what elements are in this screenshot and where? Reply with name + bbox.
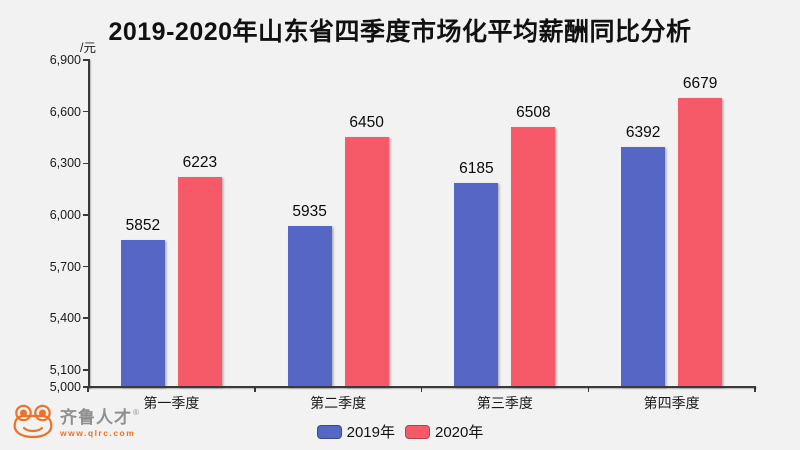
x-axis-category-label: 第三季度	[476, 395, 533, 411]
y-axis-tick	[83, 386, 88, 388]
bar-value-label: 6508	[516, 104, 551, 122]
bar-value-label: 5852	[125, 217, 161, 235]
y-axis-tick-label: 5,700	[49, 259, 81, 274]
x-axis-tick	[754, 387, 756, 392]
y-axis-tick	[83, 110, 88, 113]
legend-swatch	[405, 424, 430, 439]
legend-swatch	[316, 424, 342, 439]
x-axis-tick	[420, 387, 423, 392]
y-axis-tick-label: 6,000	[49, 207, 81, 222]
bar-value-label: 6223	[182, 153, 218, 171]
x-axis-tick	[587, 387, 589, 392]
y-axis-tick-label: 5,000	[49, 380, 81, 394]
y-axis-tick	[83, 317, 88, 319]
legend-item-2020年: 2020年	[405, 421, 483, 442]
y-axis-line	[88, 59, 90, 388]
y-axis-tick-label: 6,600	[49, 104, 81, 119]
chart-legend: 2019年 2020年	[0, 421, 800, 442]
bar-2019年-第三季度	[454, 183, 499, 387]
bar-2019年-第二季度	[287, 226, 332, 387]
x-axis-category-label: 第一季度	[143, 395, 200, 411]
y-axis-tick	[83, 369, 88, 371]
x-axis-category-label: 第四季度	[643, 395, 700, 411]
legend-label: 2019年	[346, 424, 395, 441]
bar-value-label: 5935	[292, 203, 327, 221]
y-axis-tick-label: 6,900	[49, 53, 81, 67]
bar-2020年-第四季度	[678, 98, 723, 387]
y-axis-unit-label: /元	[80, 41, 96, 55]
bar-2019年-第四季度	[621, 147, 666, 387]
bar-2020年-第三季度	[511, 127, 556, 387]
chart-title: 2019-2020年山东省四季度市场化平均薪酬同比分析	[108, 18, 692, 46]
registered-mark: ®	[133, 408, 139, 418]
y-axis-tick	[83, 59, 88, 61]
y-axis-tick	[83, 265, 88, 268]
bar-value-label: 6185	[459, 160, 494, 178]
y-axis-tick-label: 5,100	[49, 362, 81, 377]
legend-label: 2020年	[435, 424, 484, 441]
legend-item-2019年: 2019年	[316, 421, 395, 442]
frog-logo-icon	[10, 401, 56, 446]
bar-value-label: 6679	[682, 75, 718, 93]
x-axis-tick	[87, 387, 89, 392]
bar-value-label: 6392	[625, 124, 661, 142]
y-axis-tick-label: 5,400	[49, 311, 81, 326]
bar-2020年-第二季度	[344, 137, 389, 387]
y-axis-tick	[83, 214, 88, 216]
y-axis-tick	[83, 162, 88, 164]
y-axis-tick-label: 6,300	[49, 156, 81, 171]
bar-2020年-第一季度	[177, 176, 222, 387]
x-axis-category-label: 第二季度	[310, 395, 367, 411]
bar-2019年-第一季度	[120, 240, 165, 387]
qlrc-logo: 齐鲁人才 ® www.qlrc.com	[10, 401, 139, 446]
bar-value-label: 6450	[349, 114, 384, 132]
logo-brand-text: 齐鲁人才	[60, 408, 132, 428]
logo-text-block: 齐鲁人才 ® www.qlrc.com	[60, 409, 139, 438]
x-axis-line	[88, 386, 756, 388]
x-axis-tick	[254, 387, 256, 392]
logo-url-text: www.qlrc.com	[60, 428, 136, 439]
